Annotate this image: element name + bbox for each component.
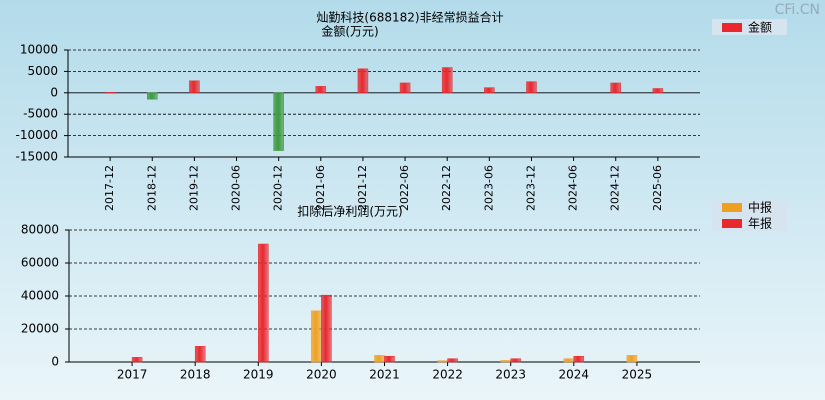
legend-swatch (722, 219, 742, 228)
bar (374, 355, 385, 363)
x-tick-label: 2020-06 (230, 165, 243, 211)
x-tick-label: 2023-12 (524, 165, 537, 211)
bar (610, 82, 621, 94)
x-tick-label: 2023-06 (482, 165, 495, 211)
x-tick-label: 2025-06 (651, 165, 664, 211)
legend-swatch (722, 23, 742, 32)
chart-title: 灿勤科技(688182)非经常损益合计 (316, 10, 503, 25)
y-tick-label: 60000 (21, 256, 59, 270)
x-tick-label: 2018-12 (145, 165, 158, 211)
bar (147, 92, 158, 100)
bar (189, 80, 200, 94)
bar (441, 67, 453, 94)
x-tick-label: 2023 (495, 368, 526, 382)
bar (131, 357, 143, 363)
x-tick-label: 2021-12 (356, 165, 369, 211)
bar (563, 358, 575, 363)
x-tick-label: 2024-12 (609, 165, 622, 211)
legend-swatch (722, 203, 742, 212)
x-tick-label: 2021-06 (314, 165, 327, 211)
legend-label: 金额 (748, 20, 772, 35)
x-tick-label: 2022 (432, 368, 463, 382)
bar (510, 358, 521, 363)
bar (315, 86, 327, 94)
x-tick-label: 2020-12 (272, 165, 285, 211)
bar (104, 92, 116, 94)
x-tick-label: 2020 (306, 368, 337, 382)
bar (399, 82, 411, 94)
y-tick-label: 80000 (21, 223, 59, 237)
bar (321, 294, 332, 363)
bar (357, 68, 369, 94)
x-tick-label: 2017 (117, 368, 148, 382)
bar (500, 360, 511, 363)
x-tick-label: 2025 (622, 368, 653, 382)
bar (311, 310, 322, 363)
x-tick-label: 2019-12 (187, 165, 200, 211)
x-tick-label: 2018 (180, 368, 211, 382)
bar (484, 87, 495, 94)
chart-subtitle: 金额(万元) (321, 24, 378, 39)
bar (652, 88, 664, 94)
y-tick-label: 0 (51, 355, 59, 369)
legend-label: 中报 (748, 200, 772, 215)
bar (258, 243, 269, 363)
bar (447, 358, 458, 363)
x-tick-label: 2024 (559, 368, 590, 382)
bar (526, 81, 537, 94)
y-tick-label: 0 (50, 85, 58, 99)
bar (384, 355, 395, 363)
bar (626, 355, 638, 363)
chart-title: 扣除后净利润(万元) (297, 204, 402, 219)
y-tick-label: -5000 (23, 107, 58, 121)
y-tick-label: -15000 (15, 150, 58, 164)
x-tick-label: 2024-06 (567, 165, 580, 211)
x-tick-label: 2019 (243, 368, 274, 382)
bar (194, 346, 206, 363)
bar (573, 355, 585, 363)
y-tick-label: 40000 (21, 289, 59, 303)
x-tick-label: 2021 (369, 368, 400, 382)
y-tick-label: 5000 (27, 64, 58, 78)
x-tick-label: 2017-12 (103, 165, 116, 211)
legend-label: 年报 (748, 216, 772, 231)
watermark: CFi.CN (775, 2, 820, 18)
bar (273, 92, 284, 151)
x-tick-label: 2022-12 (440, 165, 453, 211)
x-tick-label: 2022-06 (398, 165, 411, 211)
y-tick-label: 20000 (21, 322, 59, 336)
bar (437, 360, 448, 363)
y-tick-label: -10000 (15, 128, 58, 142)
y-tick-label: 10000 (20, 43, 58, 57)
